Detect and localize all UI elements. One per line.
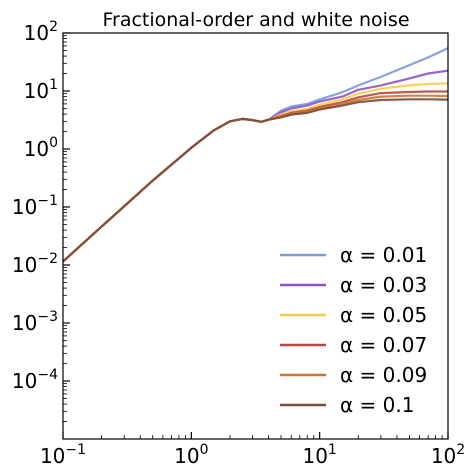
series-line-3 [62, 82, 449, 263]
y-tick-label: 100 [24, 135, 58, 161]
legend-label: α = 0.07 [340, 333, 427, 357]
series-lines [62, 47, 449, 263]
y-tick-label: 10−2 [12, 251, 58, 277]
legend-label: α = 0.09 [340, 363, 427, 387]
x-tick-label: 101 [302, 442, 336, 468]
y-tick-label: 102 [24, 19, 58, 45]
axis-ticks: 10−1 100 101 102 10−4 10−3 10−2 10−1 100 101 102 [12, 19, 465, 468]
legend-label: α = 0.05 [340, 303, 427, 327]
x-tick-label: 10−1 [40, 442, 86, 468]
series-line-6 [62, 98, 449, 263]
x-tick-label: 102 [431, 442, 465, 468]
y-tick-label: 101 [24, 77, 58, 103]
series-line-4 [62, 90, 448, 263]
series-line-1 [62, 47, 449, 263]
y-tick-label: 10−1 [12, 193, 58, 219]
chart-title: Fractional-order and white noise [102, 9, 409, 31]
legend: α = 0.01 α = 0.03 α = 0.05 α = 0.07 α = 0.09… [280, 243, 427, 417]
y-tick-label: 10−4 [12, 367, 58, 393]
x-tick-label: 100 [174, 442, 208, 468]
legend-label: α = 0.03 [340, 273, 427, 297]
legend-label: α = 0.1 [340, 393, 414, 417]
legend-label: α = 0.01 [340, 243, 427, 267]
y-tick-label: 10−3 [12, 309, 58, 335]
plot-frame [62, 32, 449, 440]
